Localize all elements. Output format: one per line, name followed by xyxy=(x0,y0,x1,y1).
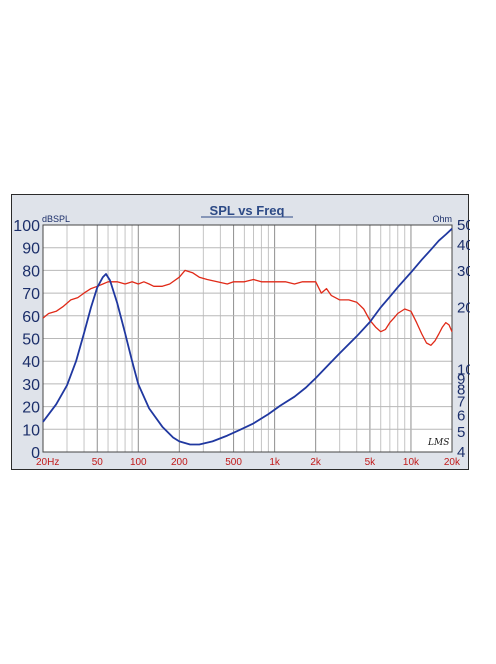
x-axis-tick-label: 100 xyxy=(130,457,147,468)
right-unit-label: Ohm xyxy=(432,214,452,224)
spl-series-line xyxy=(42,269,453,346)
x-axis-tick-label: 20k xyxy=(444,457,461,468)
left-axis-tick-label: 60 xyxy=(22,309,40,326)
left-axis-tick-label: 20 xyxy=(22,400,40,417)
x-axis-tick-label: 20Hz xyxy=(36,457,59,468)
left-unit-label: dBSPL xyxy=(42,214,70,224)
right-axis-tick-label: 9 xyxy=(457,371,465,388)
left-axis-tick-label: 0 xyxy=(31,445,40,462)
left-axis-tick-label: 30 xyxy=(22,377,40,394)
x-axis-tick-label: 500 xyxy=(225,457,242,468)
tick-labels: 0102030405060708090100456789102030405020… xyxy=(13,217,470,468)
left-axis-tick-label: 10 xyxy=(22,422,40,439)
x-axis-tick-label: 200 xyxy=(171,457,188,468)
left-axis-tick-label: 100 xyxy=(13,218,40,235)
x-axis-tick-label: 5k xyxy=(365,457,377,468)
right-axis-tick-label: 10 xyxy=(457,362,470,379)
right-axis-tick-label: 7 xyxy=(457,394,465,411)
signature: LMS xyxy=(427,438,449,448)
right-axis-tick-label: 50 xyxy=(457,217,470,234)
x-axis-tick-label: 50 xyxy=(92,457,104,468)
left-axis-tick-label: 40 xyxy=(22,354,40,371)
right-axis-tick-label: 8 xyxy=(457,382,465,399)
left-axis-tick-label: 80 xyxy=(22,263,40,280)
series-layer xyxy=(42,228,453,446)
right-axis-tick-label: 30 xyxy=(457,263,470,280)
plot-border xyxy=(42,224,453,453)
left-axis-tick-label: 90 xyxy=(22,241,40,258)
impedance-series-line xyxy=(42,228,453,446)
x-axis-tick-label: 1k xyxy=(269,457,281,468)
chart-frame: SPL vs Freq dBSPL Ohm 0 10 20 30 40 50 60 70 80 9… xyxy=(11,194,470,470)
right-axis-tick-label: 20 xyxy=(457,299,470,316)
grid xyxy=(43,225,452,452)
right-axis-tick-label: 40 xyxy=(457,237,470,254)
right-axis-tick-label: 4 xyxy=(457,444,465,461)
chart-svg: SPL vs Freq dBSPL Ohm 0 10 20 30 40 50 60 70 80 9… xyxy=(13,203,470,468)
chart-title: SPL vs Freq xyxy=(210,203,285,218)
x-axis-tick-label: 10k xyxy=(403,457,420,468)
right-axis-tick-label: 5 xyxy=(457,424,465,441)
right-axis-tick-label: 6 xyxy=(457,408,465,425)
left-axis-tick-label: 70 xyxy=(22,286,40,303)
left-axis-tick-label: 50 xyxy=(22,332,40,349)
x-axis-tick-label: 2k xyxy=(310,457,322,468)
